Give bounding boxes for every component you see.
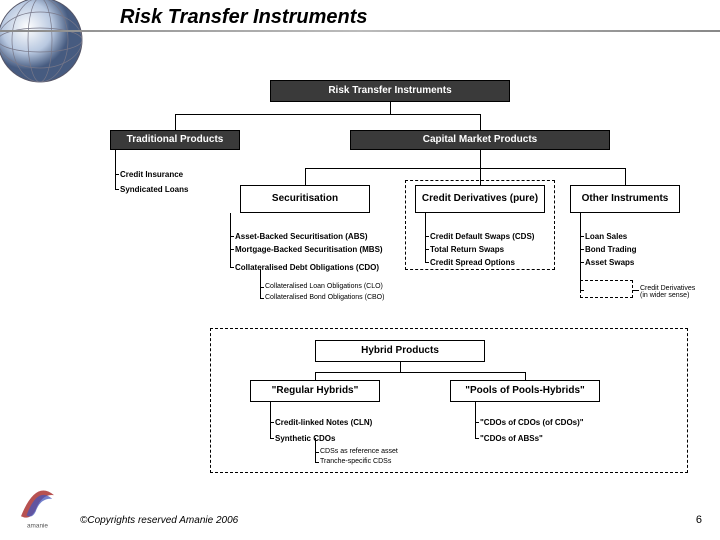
connector-line (260, 298, 264, 299)
connector-line (260, 269, 261, 299)
leaf-item: CDSs as reference asset (320, 448, 398, 455)
leaf-item: Loan Sales (585, 232, 627, 241)
node-cap: Capital Market Products (350, 130, 610, 150)
connector-line (115, 189, 119, 190)
node-pool: "Pools of Pools-Hybrids" (450, 380, 600, 402)
globe-icon (0, 0, 90, 90)
leaf-item: Synthetic CDOs (275, 434, 335, 443)
leaf-item: Collateralised Bond Obligations (CBO) (265, 294, 384, 301)
connector-line (115, 150, 116, 190)
amanie-logo: amanie (10, 475, 65, 530)
dashed-group (580, 280, 633, 298)
leaf-item: Total Return Swaps (430, 245, 504, 254)
org-chart-diagram: Risk Transfer Instruments Traditional Pro… (90, 80, 690, 480)
connector-line (230, 213, 231, 268)
copyright: ©Copyrights reserved Amanie 2006 (80, 515, 238, 526)
connector-line (260, 287, 264, 288)
leaf-item: Credit Insurance (120, 170, 183, 179)
leaf-item: Credit Default Swaps (CDS) (430, 232, 534, 241)
connector-line (625, 168, 626, 185)
leaf-item: Tranche-specific CDSs (320, 458, 391, 465)
connector-line (230, 236, 234, 237)
connector-line (115, 174, 119, 175)
leaf-item: Credit-linked Notes (CLN) (275, 418, 372, 427)
node-root: Risk Transfer Instruments (270, 80, 510, 102)
connector-line (305, 168, 625, 169)
node-hyb: Hybrid Products (315, 340, 485, 362)
connector-line (390, 102, 391, 114)
leaf-item: Collateralised Loan Obligations (CLO) (265, 283, 383, 290)
connector-line (230, 249, 234, 250)
connector-line (480, 150, 481, 168)
leaf-item: "CDOs of CDOs (of CDOs)" (480, 418, 584, 427)
node-cdp: Credit Derivatives (pure) (415, 185, 545, 213)
slide-title: Risk Transfer Instruments (120, 6, 368, 29)
connector-line (580, 249, 584, 250)
page-number: 6 (696, 514, 702, 526)
connector-line (305, 168, 306, 185)
node-sec: Securitisation (240, 185, 370, 213)
node-oth: Other Instruments (570, 185, 680, 213)
leaf-item: Bond Trading (585, 245, 637, 254)
connector-line (230, 267, 234, 268)
node-trad: Traditional Products (110, 130, 240, 150)
leaf-item: Asset-Backed Securitisation (ABS) (235, 232, 367, 241)
leaf-item: Credit Derivatives (in wider sense) (640, 285, 700, 300)
leaf-item: "CDOs of ABSs" (480, 434, 543, 443)
connector-line (480, 114, 481, 130)
title-divider (0, 30, 720, 32)
leaf-item: Collateralised Debt Obligations (CDO) (235, 263, 379, 272)
leaf-item: Mortgage-Backed Securitisation (MBS) (235, 245, 383, 254)
connector-line (633, 290, 639, 291)
leaf-item: Syndicated Loans (120, 185, 188, 194)
slide: Risk Transfer Instruments Risk Transfer … (0, 0, 720, 540)
connector-line (580, 236, 584, 237)
connector-line (175, 114, 480, 115)
svg-text:amanie: amanie (27, 522, 48, 529)
leaf-item: Asset Swaps (585, 258, 634, 267)
leaf-item: Credit Spread Options (430, 258, 515, 267)
node-reg: "Regular Hybrids" (250, 380, 380, 402)
connector-line (580, 262, 584, 263)
connector-line (175, 114, 176, 130)
